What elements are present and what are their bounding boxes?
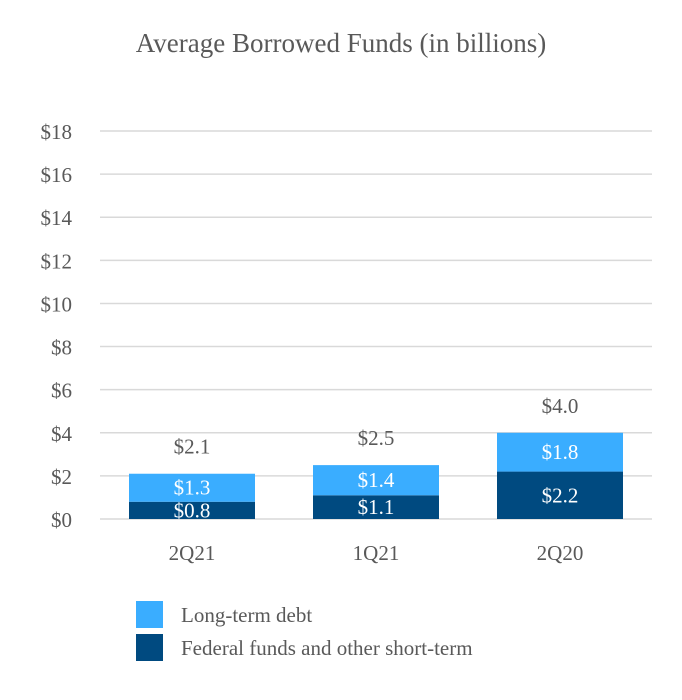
y-tick-label: $12 [41, 249, 73, 273]
x-tick-label: 2Q20 [537, 541, 584, 565]
x-axis-ticks: 2Q21 1Q21 2Q20 [169, 541, 584, 565]
bar-total-label: $4.0 [542, 394, 579, 418]
legend-label: Federal funds and other short-term [181, 636, 473, 660]
segment-value-label: $2.2 [542, 483, 579, 507]
legend-swatch [136, 601, 163, 628]
y-tick-label: $2 [51, 465, 72, 489]
legend: Long-term debt Federal funds and other sh… [136, 601, 473, 661]
segment-value-label: $0.8 [174, 498, 211, 522]
segment-value-label: $1.4 [358, 468, 395, 492]
y-tick-label: $14 [41, 206, 73, 230]
bar-segment [313, 465, 439, 496]
y-tick-label: $10 [41, 292, 73, 316]
y-tick-label: $4 [51, 422, 73, 446]
bar-segment [129, 473, 255, 502]
y-tick-label: $18 [41, 120, 73, 144]
bar-segment [313, 495, 439, 519]
x-tick-label: 2Q21 [169, 541, 216, 565]
chart-title: Average Borrowed Funds (in billions) [136, 28, 546, 58]
segment-value-label: $1.3 [174, 476, 211, 500]
y-tick-label: $16 [41, 163, 73, 187]
bars: $0.8$1.3 $2.1 $1.1 $1.4 $2.5 $2.2 $1.8 $4.0 [129, 394, 623, 522]
bar-segment [129, 501, 255, 519]
segment-value-label: $1.8 [542, 440, 579, 464]
y-tick-label: $6 [51, 379, 72, 403]
bar-total-label: $2.5 [358, 426, 395, 450]
legend-swatch [136, 634, 163, 661]
legend-label: Long-term debt [181, 603, 312, 627]
x-tick-label: 1Q21 [353, 541, 400, 565]
bar-total-label: $2.1 [174, 435, 211, 459]
bar-segment [497, 432, 623, 472]
y-tick-label: $8 [51, 336, 72, 360]
bar-segment [497, 471, 623, 519]
segment-value-label: $1.1 [358, 495, 395, 519]
y-axis-ticks: $0 $2 $4 $6 $8 $10 $12 $14 $16 $18 [41, 120, 73, 532]
y-tick-label: $0 [51, 508, 72, 532]
